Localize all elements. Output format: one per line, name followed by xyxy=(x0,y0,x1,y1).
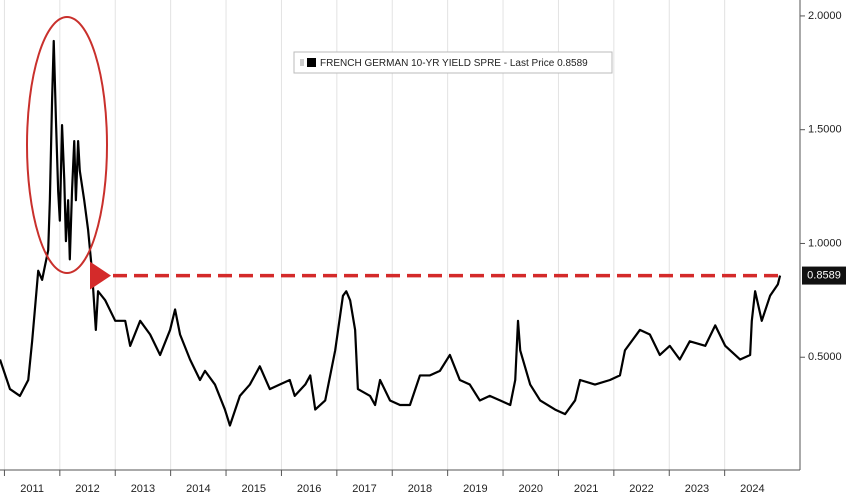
x-tick-label: 2019 xyxy=(463,483,487,495)
last-price-box xyxy=(802,266,846,285)
x-tick-label: 2023 xyxy=(685,483,709,495)
x-tick-label: 2024 xyxy=(740,483,764,495)
x-tick-label: 2013 xyxy=(131,483,155,495)
legend-series-name: FRENCH GERMAN 10-YR YIELD SPRE xyxy=(320,58,501,69)
y-tick-label: 1.0000 xyxy=(808,237,842,249)
plot xyxy=(0,39,782,427)
last-price-label: 0.8589 xyxy=(807,269,841,281)
x-tick-label: 2017 xyxy=(352,483,376,495)
x-tick-label: 2021 xyxy=(574,483,598,495)
x-tick-label: 2022 xyxy=(629,483,653,495)
legend-last-value: 0.8589 xyxy=(557,58,588,69)
legend-swatch xyxy=(307,58,316,67)
legend-label: - Last Price xyxy=(504,58,555,69)
y-tick-label: 2.0000 xyxy=(808,10,842,22)
highlight-ellipse xyxy=(26,16,108,274)
legend-box xyxy=(293,51,613,74)
grid xyxy=(3,0,805,476)
legend-text: FRENCH GERMAN 10-YR YIELD SPRE - Last Pr… xyxy=(320,58,588,69)
series-line xyxy=(0,39,782,427)
x-tick-label: 2014 xyxy=(186,483,210,495)
x-tick-label: 2012 xyxy=(75,483,99,495)
x-tick-label: 2016 xyxy=(297,483,321,495)
y-tick-label: 0.5000 xyxy=(808,351,842,363)
x-tick-label: 2018 xyxy=(408,483,432,495)
legend-handle xyxy=(300,59,304,66)
x-tick-label: 2011 xyxy=(20,483,44,495)
x-tick-label: 2020 xyxy=(519,483,543,495)
x-tick-label: 2015 xyxy=(241,483,265,495)
legend: FRENCH GERMAN 10-YR YIELD SPRE - Last Pr… xyxy=(293,51,613,74)
y-tick-label: 1.5000 xyxy=(808,124,842,136)
